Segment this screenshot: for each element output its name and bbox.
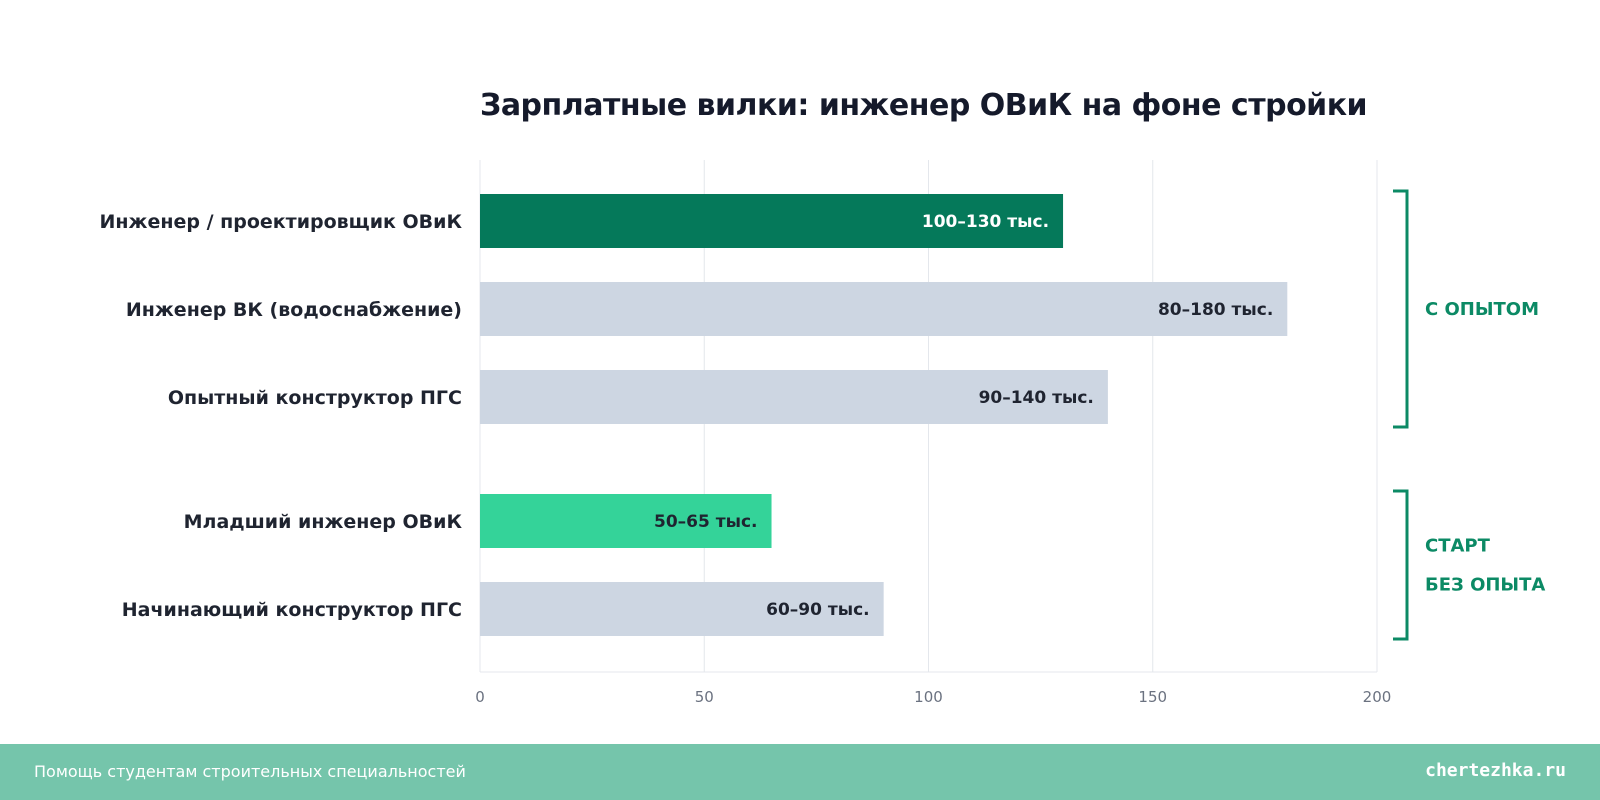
bar [480, 494, 772, 548]
bar-value-label: 60–90 тыс. [766, 600, 870, 620]
category-label: Младший инженер ОВиК [184, 511, 463, 533]
category-label: Опытный конструктор ПГС [168, 387, 462, 409]
bar-value-label: 50–65 тыс. [654, 512, 758, 532]
x-tick-label: 0 [475, 688, 485, 706]
bar-value-label: 90–140 тыс. [979, 388, 1094, 408]
group-label: СТАРТ [1425, 536, 1491, 557]
group-bracket [1393, 489, 1409, 641]
bar-value-label: 100–130 тыс. [922, 212, 1049, 232]
group-bracket [1393, 189, 1409, 429]
bar [480, 370, 1108, 424]
category-label: Инженер / проектировщик ОВиК [100, 211, 463, 233]
footer-bar: Помощь студентам строительных специально… [0, 744, 1600, 800]
footer-tagline: Помощь студентам строительных специально… [34, 762, 466, 781]
footer-site-link[interactable]: chertezhka.ru [1425, 760, 1566, 781]
bar [480, 582, 884, 636]
x-tick-label: 50 [695, 688, 714, 706]
bar [480, 194, 1064, 248]
bar [480, 282, 1288, 336]
group-label: БЕЗ ОПЫТА [1425, 575, 1545, 596]
x-tick-label: 150 [1138, 688, 1167, 706]
category-label: Начинающий конструктор ПГС [122, 599, 462, 621]
chart-title: Зарплатные вилки: инженер ОВиК на фоне с… [480, 88, 1368, 123]
salary-bar-chart: 0 50 100 150 200 Инженер / проектировщик ОВиК… [100, 160, 1545, 706]
x-tick-label: 100 [914, 688, 943, 706]
x-tick-label: 200 [1363, 688, 1392, 706]
category-label: Инженер ВК (водоснабжение) [126, 299, 462, 321]
group-label: С ОПЫТОМ [1425, 299, 1539, 320]
bar-value-label: 80–180 тыс. [1158, 300, 1273, 320]
